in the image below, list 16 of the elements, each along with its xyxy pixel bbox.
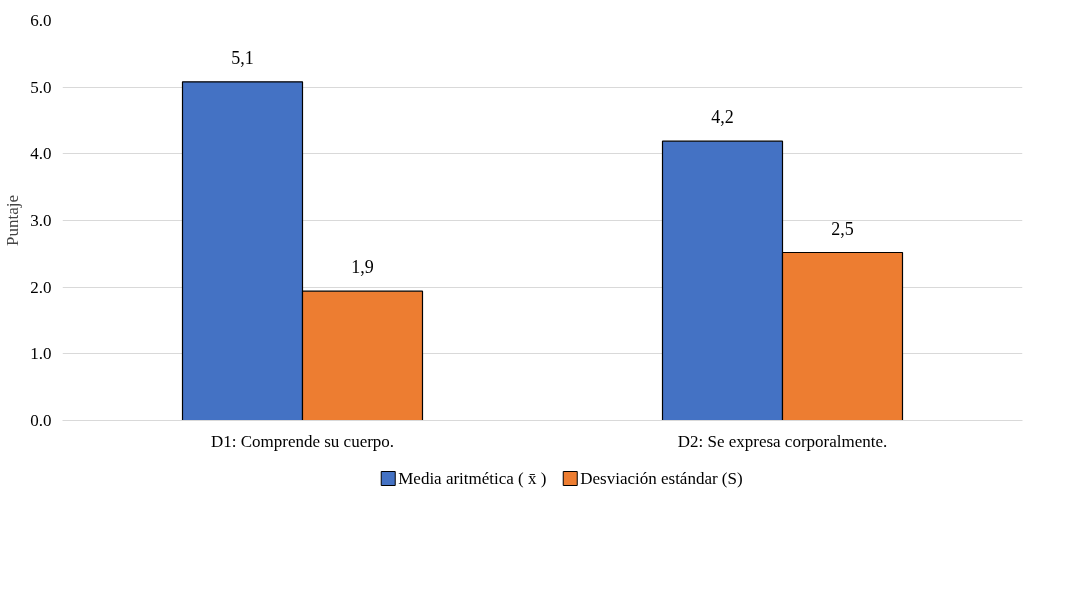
- x-tick-label: D2: Se expresa corporalmente.: [677, 431, 888, 451]
- y-tick-label: 5.0: [30, 77, 52, 97]
- y-tick-label: 1.0: [30, 344, 52, 364]
- data-label: 4,2: [711, 107, 734, 128]
- legend-label: Desviación estándar (S): [580, 469, 743, 488]
- x-tick-label: D1: Comprende su cuerpo.: [210, 431, 395, 451]
- y-tick-label: 0.0: [30, 411, 52, 430]
- y-tick-label: 2.0: [30, 277, 52, 297]
- y-tick-label: 3.0: [30, 211, 52, 230]
- legend-label: Media aritmética ( x̄ ): [398, 469, 547, 488]
- data-label: 1,9: [351, 257, 374, 278]
- data-label: 2,5: [831, 218, 854, 239]
- data-label: 5,1: [231, 47, 254, 68]
- y-axis-title: Puntaje: [3, 195, 23, 246]
- y-tick-label: 6.0: [30, 11, 52, 30]
- y-tick-label: 4.0: [30, 144, 52, 164]
